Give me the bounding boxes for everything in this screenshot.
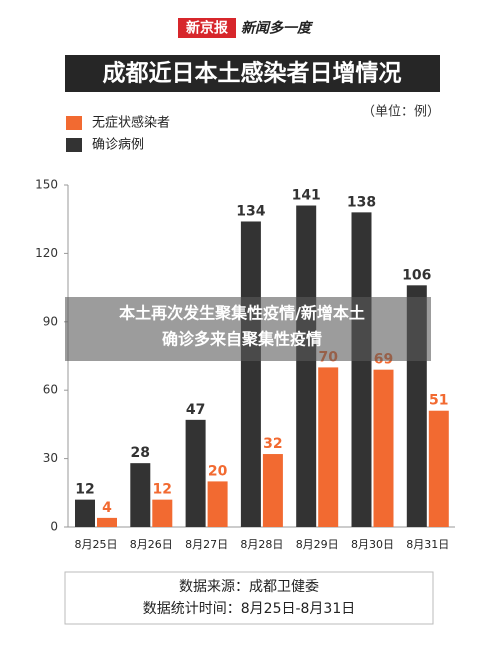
note: 数据来源：成都卫健委: [179, 579, 319, 595]
bar: [240, 221, 261, 528]
legend-swatch: [66, 116, 82, 130]
unit-note: （单位：例）: [362, 105, 440, 120]
x-tick-label: 8月29日: [296, 538, 339, 551]
data-label: 141: [292, 188, 321, 204]
bar: [75, 499, 95, 527]
brand: 新京报: [186, 20, 228, 37]
data-label: 106: [402, 267, 431, 283]
chart-title: 成都近日本土感染者日增情况: [103, 60, 402, 87]
data-label: 47: [186, 402, 205, 418]
brand-box: [178, 18, 236, 38]
data-label: 134: [236, 203, 265, 219]
y-tick-label: 30: [43, 451, 58, 465]
x-tick-label: 8月27日: [185, 538, 228, 551]
x-tick-label: 8月30日: [351, 538, 394, 551]
bar: [130, 463, 151, 527]
data-label: 138: [347, 194, 376, 210]
data-label: 20: [208, 463, 228, 479]
bar: [207, 481, 228, 527]
bar: [152, 499, 173, 527]
bar: [296, 205, 317, 527]
x-tick-label: 8月25日: [75, 538, 118, 551]
notes-box: [64, 571, 434, 625]
data-label: 4: [102, 500, 112, 516]
y-tick-label: 120: [35, 246, 58, 260]
y-tick-label: 90: [43, 314, 58, 328]
y-tick-label: 0: [50, 520, 58, 534]
bar: [351, 212, 372, 528]
note: 数据统计时间：8月25日-8月31日: [143, 601, 356, 617]
caption-line: 本土再次发生聚集性疫情/新增本土: [119, 304, 365, 323]
y-tick-label: 150: [35, 178, 58, 192]
title-bar: [65, 55, 440, 92]
bar: [262, 454, 283, 527]
bar: [428, 410, 449, 527]
bar: [185, 419, 206, 527]
caption-band: [65, 297, 431, 361]
legend-swatch: [66, 138, 82, 152]
y-tick-label: 60: [43, 383, 58, 397]
data-label: 51: [429, 393, 448, 409]
slogan: 新闻多一度: [241, 20, 314, 37]
x-tick-label: 8月31日: [406, 538, 449, 551]
data-label: 12: [75, 482, 94, 498]
bar: [97, 517, 117, 527]
caption-line: 确诊多来自聚集性疫情: [162, 330, 322, 349]
x-tick-label: 8月28日: [240, 538, 283, 551]
x-tick-label: 8月26日: [130, 538, 173, 551]
legend-label: 无症状感染者: [92, 115, 170, 131]
data-label: 12: [153, 482, 172, 498]
bar: [318, 367, 339, 527]
bar: [373, 369, 394, 527]
data-label: 28: [131, 445, 150, 461]
legend-label: 确诊病例: [92, 138, 144, 153]
data-label: 32: [263, 436, 282, 452]
